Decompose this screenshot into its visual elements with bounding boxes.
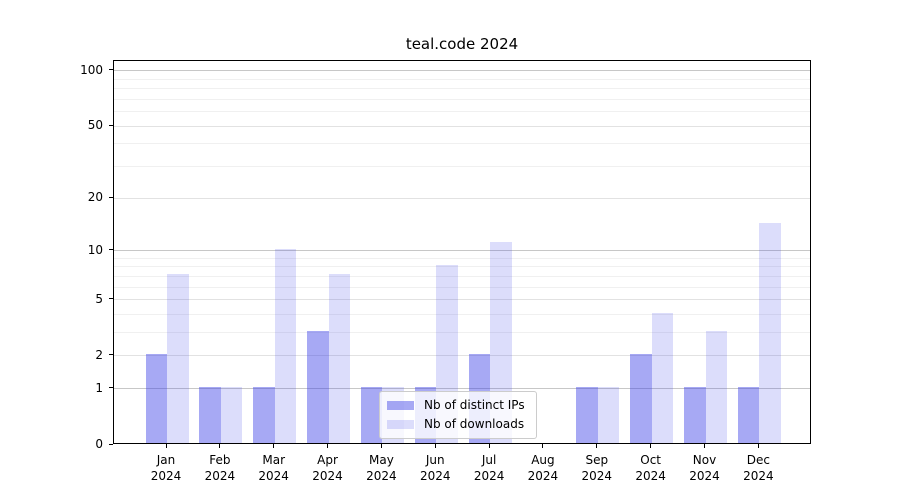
gridline-minor <box>114 166 810 168</box>
bar-downloads <box>220 386 243 443</box>
y-axis-tick-mark <box>109 196 113 198</box>
x-tick-label: Jan 2024 <box>150 453 182 483</box>
bar-distinct-ips <box>576 386 598 443</box>
y-axis-tick-mark <box>109 354 113 356</box>
bar-downloads <box>759 223 781 443</box>
x-tick-label: Feb 2024 <box>204 453 236 483</box>
legend-label-downloads: Nb of downloads <box>424 417 525 431</box>
plot-area <box>113 60 811 444</box>
x-axis-tick-mark <box>704 444 705 448</box>
bar-downloads <box>651 312 674 443</box>
y-tick-label: 20 <box>87 190 103 205</box>
y-axis-tick-mark <box>109 69 113 71</box>
x-tick-label: Nov 2024 <box>689 453 720 483</box>
y-axis-tick-mark <box>109 249 113 251</box>
gridline-minor <box>114 143 810 145</box>
y-axis-tick-mark <box>109 443 113 445</box>
bar-downloads <box>597 386 620 443</box>
x-axis-tick-mark <box>327 444 329 448</box>
x-axis-tick-mark <box>434 444 436 448</box>
chart-title: teal.code 2024 <box>405 35 519 53</box>
legend-swatch-distinct-ips-icon <box>387 401 414 410</box>
gridline-minor <box>114 332 810 334</box>
bar-downloads <box>167 274 189 443</box>
x-axis-tick-mark <box>219 444 221 448</box>
y-axis-tick-mark <box>109 387 113 389</box>
y-tick-label: 0 <box>95 437 103 451</box>
x-tick-label: Jul 2024 <box>473 453 505 483</box>
legend-item-distinct-ips: Nb of distinct IPs <box>387 398 525 413</box>
y-axis-tick-mark <box>109 124 113 126</box>
gridline-major <box>114 197 810 199</box>
y-tick-label: 50 <box>87 118 103 133</box>
bar-distinct-ips <box>737 386 760 443</box>
gridline-minor <box>114 111 810 113</box>
y-tick-label: 10 <box>87 242 103 257</box>
x-tick-label: Sep 2024 <box>581 453 613 483</box>
bar-distinct-ips <box>253 386 275 443</box>
x-tick-label: Mar 2024 <box>258 453 289 483</box>
x-axis-tick-mark <box>273 444 275 448</box>
gridline-major <box>114 125 810 127</box>
x-tick-label: Aug 2024 <box>527 453 559 483</box>
bar-distinct-ips <box>630 353 652 443</box>
gridline-major <box>114 250 810 252</box>
legend: Nb of distinct IPs Nb of downloads <box>379 391 537 439</box>
bar-distinct-ips <box>199 386 221 443</box>
gridline-minor <box>114 78 810 80</box>
gridline-minor <box>114 314 810 315</box>
legend-label-distinct-ips: Nb of distinct IPs <box>424 398 525 412</box>
gridline-major <box>114 388 810 390</box>
x-axis-tick-mark <box>542 444 544 448</box>
bar-downloads <box>328 274 351 443</box>
y-tick-label: 100 <box>80 62 103 77</box>
x-tick-label: Dec 2024 <box>743 453 774 483</box>
x-axis-tick-mark <box>757 444 759 448</box>
x-axis-tick-mark <box>596 444 598 448</box>
gridline-major <box>114 355 810 357</box>
bar-distinct-ips <box>684 386 706 443</box>
legend-item-downloads: Nb of downloads <box>387 417 525 432</box>
bar-downloads <box>705 330 727 443</box>
x-tick-label: Apr 2024 <box>312 453 343 483</box>
x-tick-label: Oct 2024 <box>635 453 666 483</box>
x-axis-tick-mark <box>650 444 652 448</box>
x-axis-tick-mark <box>488 444 490 448</box>
gridline-minor <box>114 98 810 100</box>
x-tick-label: Jun 2024 <box>419 453 451 483</box>
legend-swatch-downloads-icon <box>387 420 414 429</box>
gridline-major <box>114 299 810 301</box>
x-tick-label: May 2024 <box>366 453 397 483</box>
y-tick-label: 1 <box>95 380 103 395</box>
gridline-minor <box>114 257 810 259</box>
gridline-minor <box>114 275 810 277</box>
bar-downloads <box>274 248 297 443</box>
gridline-major <box>114 70 810 72</box>
x-axis-tick-mark <box>165 444 167 448</box>
y-tick-label: 2 <box>95 347 103 362</box>
gridline-minor <box>114 88 810 90</box>
bar-distinct-ips <box>145 353 167 443</box>
y-tick-label: 5 <box>95 291 103 306</box>
gridline-minor <box>114 286 810 288</box>
bar-distinct-ips <box>307 330 329 443</box>
gridline-minor <box>114 266 810 268</box>
x-axis-tick-mark <box>380 444 382 448</box>
y-axis-tick-mark <box>109 298 113 300</box>
bar-distinct-ips <box>360 386 383 443</box>
